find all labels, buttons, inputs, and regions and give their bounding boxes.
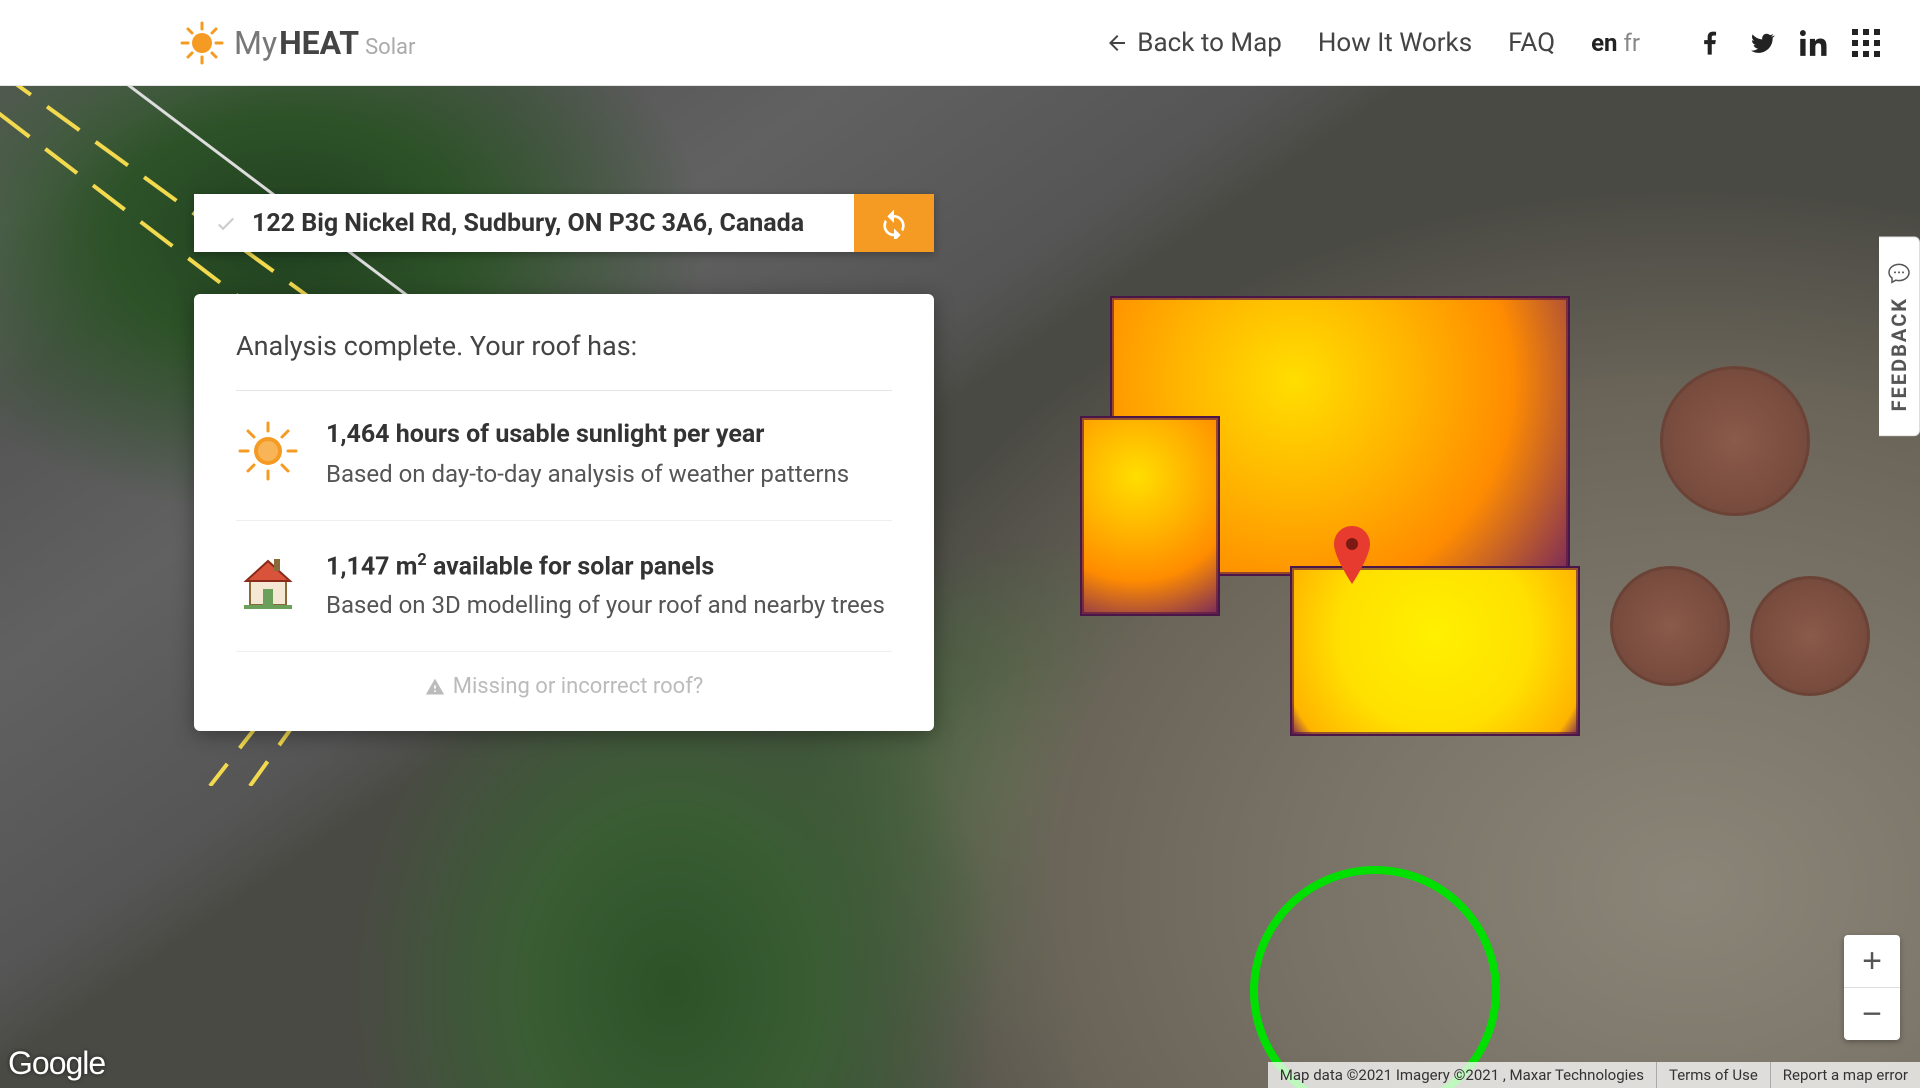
- main-nav: Back to Map How It Works FAQ en fr: [1105, 28, 1880, 58]
- area-headline: 1,147 m2 available for solar panels: [326, 549, 885, 584]
- sunlight-sub: Based on day-to-day analysis of weather …: [326, 456, 849, 492]
- area-sub: Based on 3D modelling of your roof and n…: [326, 587, 885, 623]
- social-links: [1696, 29, 1880, 57]
- map-data-label: Map data ©2021 Imagery ©2021 , Maxar Tec…: [1268, 1062, 1656, 1088]
- roof-heat-overlay: [1070, 236, 1590, 756]
- refresh-icon: [878, 207, 910, 239]
- missing-roof-link[interactable]: Missing or incorrect roof?: [236, 652, 892, 699]
- zoom-controls: + −: [1844, 935, 1900, 1040]
- house-icon: [236, 549, 300, 613]
- warning-icon: [425, 677, 445, 697]
- faq-link[interactable]: FAQ: [1508, 28, 1555, 58]
- top-bar: MyHEAT Solar Back to Map How It Works FA…: [0, 0, 1920, 86]
- twitter-icon[interactable]: [1748, 29, 1776, 57]
- lang-fr[interactable]: fr: [1624, 29, 1640, 57]
- analysis-card: Analysis complete. Your roof has: 1,464 …: [194, 294, 934, 731]
- report-error-link[interactable]: Report a map error: [1770, 1062, 1920, 1088]
- brand-text: MyHEAT Solar: [234, 24, 415, 62]
- plaza-circle: [1750, 576, 1870, 696]
- zoom-in-button[interactable]: +: [1844, 935, 1900, 987]
- terms-link[interactable]: Terms of Use: [1656, 1062, 1770, 1088]
- sun-icon: [236, 419, 300, 483]
- lang-en[interactable]: en: [1591, 29, 1617, 57]
- zoom-out-button[interactable]: −: [1844, 988, 1900, 1040]
- refresh-button[interactable]: [854, 194, 934, 252]
- sunlight-headline: 1,464 hours of usable sunlight per year: [326, 419, 849, 452]
- sunlight-row: 1,464 hours of usable sunlight per year …: [236, 391, 892, 521]
- map-area[interactable]: 122 Big Nickel Rd, Sudbury, ON P3C 3A6, …: [0, 86, 1920, 1088]
- apps-grid-icon[interactable]: [1852, 29, 1880, 57]
- map-attribution: Map data ©2021 Imagery ©2021 , Maxar Tec…: [1268, 1062, 1920, 1088]
- linkedin-icon[interactable]: [1800, 29, 1828, 57]
- map-pin-icon: [1330, 526, 1374, 586]
- back-to-map-link[interactable]: Back to Map: [1105, 28, 1282, 58]
- card-title: Analysis complete. Your roof has:: [236, 330, 892, 391]
- how-it-works-link[interactable]: How It Works: [1318, 28, 1472, 58]
- plaza-circle: [1660, 366, 1810, 516]
- arrow-left-icon: [1105, 31, 1129, 55]
- sun-icon: [180, 21, 224, 65]
- facebook-icon[interactable]: [1696, 29, 1724, 57]
- address-text: 122 Big Nickel Rd, Sudbury, ON P3C 3A6, …: [252, 209, 834, 238]
- chat-icon: [1887, 261, 1911, 285]
- language-switch[interactable]: en fr: [1591, 29, 1640, 57]
- check-icon: [214, 211, 238, 235]
- address-input[interactable]: 122 Big Nickel Rd, Sudbury, ON P3C 3A6, …: [194, 194, 854, 252]
- brand-logo[interactable]: MyHEAT Solar: [180, 21, 415, 65]
- plaza-circle: [1610, 566, 1730, 686]
- address-bar: 122 Big Nickel Rd, Sudbury, ON P3C 3A6, …: [194, 194, 934, 252]
- feedback-tab[interactable]: FEEDBACK: [1879, 236, 1920, 436]
- area-row: 1,147 m2 available for solar panels Base…: [236, 521, 892, 653]
